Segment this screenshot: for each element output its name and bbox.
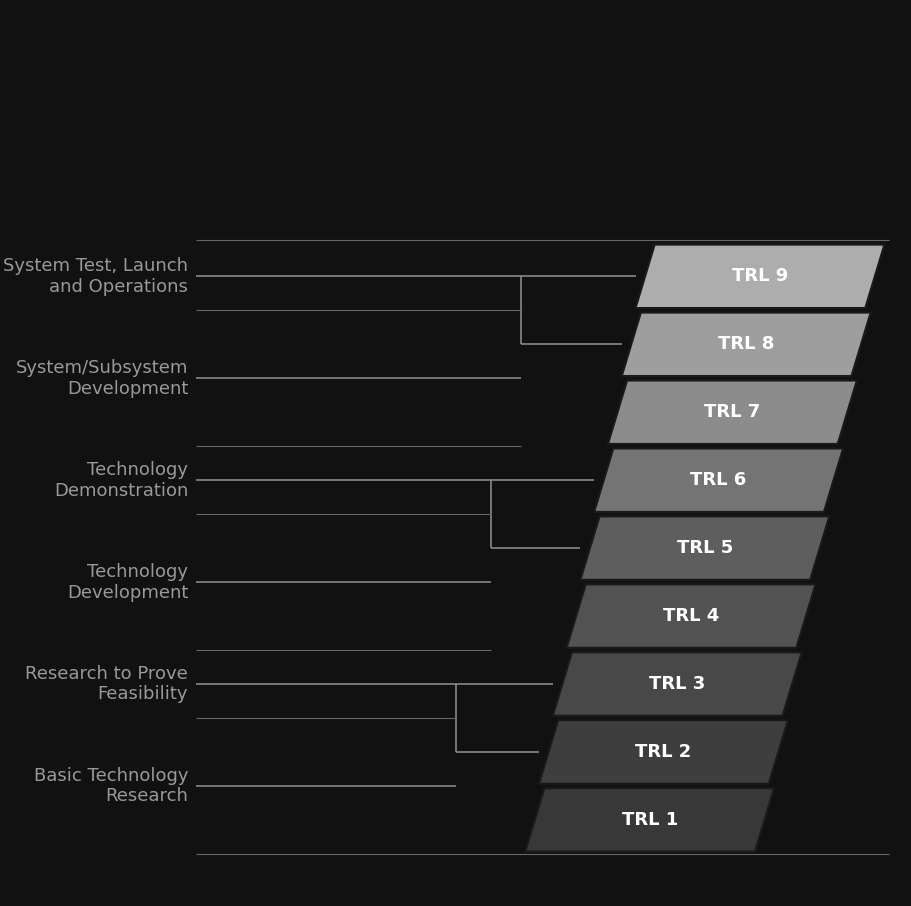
Polygon shape (635, 245, 884, 308)
Polygon shape (593, 448, 842, 512)
Text: TRL 5: TRL 5 (676, 539, 732, 557)
Polygon shape (566, 584, 814, 648)
Text: TRL 4: TRL 4 (662, 607, 719, 625)
Polygon shape (525, 788, 773, 852)
Polygon shape (552, 652, 801, 716)
Text: TRL 9: TRL 9 (731, 267, 787, 285)
Text: Technology
Demonstration: Technology Demonstration (54, 461, 188, 499)
Polygon shape (579, 516, 828, 580)
Text: TRL 3: TRL 3 (649, 675, 704, 693)
Text: Research to Prove
Feasibility: Research to Prove Feasibility (26, 665, 188, 703)
Text: Basic Technology
Research: Basic Technology Research (34, 766, 188, 805)
Text: Technology
Development: Technology Development (67, 563, 188, 602)
Text: TRL 6: TRL 6 (690, 471, 746, 489)
Text: TRL 8: TRL 8 (717, 335, 773, 353)
Text: TRL 7: TRL 7 (703, 403, 760, 421)
Text: TRL 2: TRL 2 (635, 743, 691, 761)
Text: TRL 1: TRL 1 (621, 811, 677, 829)
Text: System/Subsystem
Development: System/Subsystem Development (15, 359, 188, 398)
Polygon shape (608, 381, 856, 444)
Polygon shape (621, 313, 870, 376)
Polygon shape (538, 720, 787, 784)
Text: System Test, Launch
and Operations: System Test, Launch and Operations (4, 257, 188, 295)
